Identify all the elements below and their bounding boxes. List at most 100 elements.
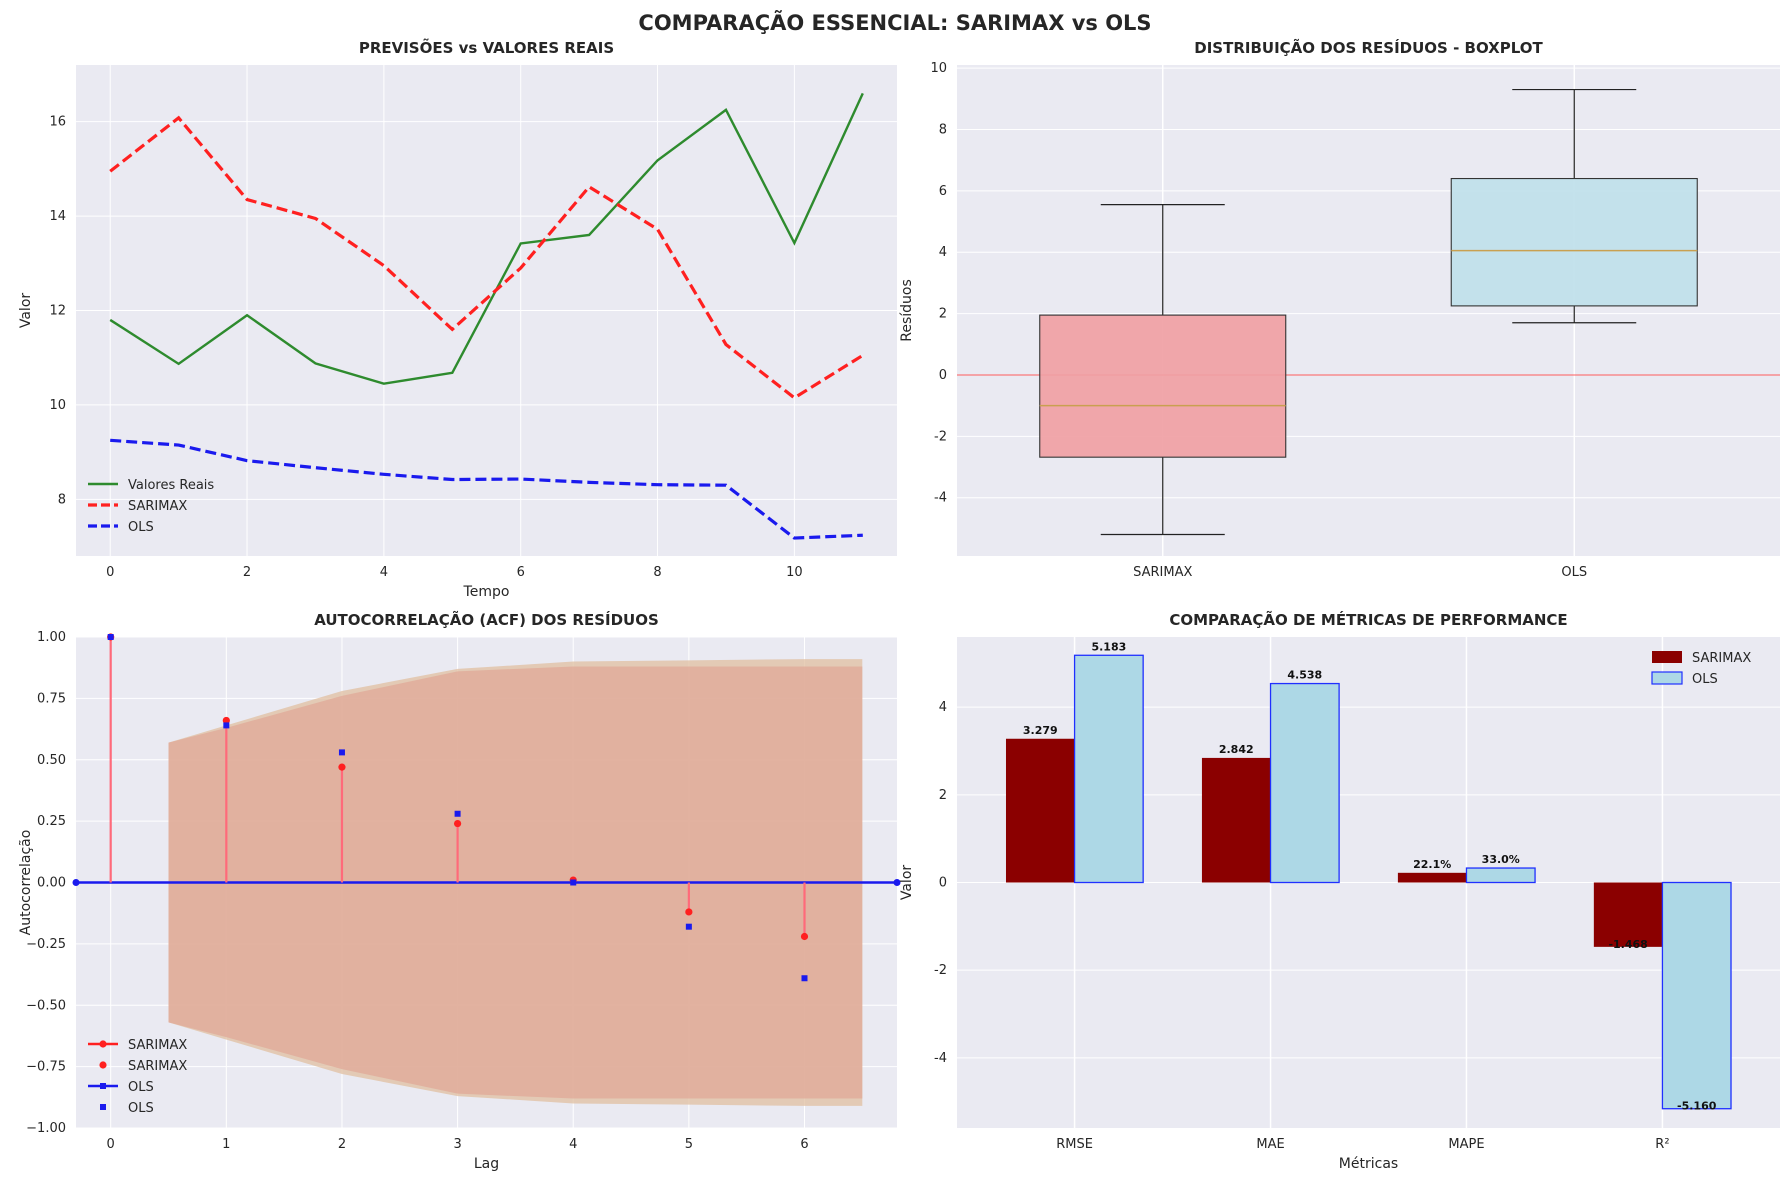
x-tick-label: 2 xyxy=(243,565,251,580)
acf-point-ols xyxy=(801,975,808,982)
y-axis-label: Resíduos xyxy=(899,279,915,342)
bar-ols xyxy=(1073,654,1144,884)
plot-area xyxy=(957,65,1780,556)
series-line-sarimax xyxy=(109,115,864,400)
legend-swatch-marker xyxy=(99,1040,107,1048)
legend-label: OLS xyxy=(1692,672,1718,687)
x-tick-label: 0 xyxy=(107,1137,115,1152)
acf-point-ols xyxy=(338,749,345,756)
figure-title: COMPARAÇÃO ESSENCIAL: SARIMAX vs OLS xyxy=(638,10,1151,35)
legend-swatch xyxy=(1651,671,1683,685)
x-tick-label: 4 xyxy=(569,1137,577,1152)
y-tick-label: 8 xyxy=(58,492,66,507)
bar-value-label: 33.0% xyxy=(1482,853,1520,866)
legend-label: SARIMAX xyxy=(128,1038,187,1053)
y-axis-label: Valor xyxy=(899,865,915,901)
y-tick-label: 4 xyxy=(939,700,947,715)
x-tick-label: 5 xyxy=(685,1137,693,1152)
legend-swatch-marker xyxy=(99,1061,107,1069)
x-tick-label: 8 xyxy=(653,565,661,580)
legend-label: SARIMAX xyxy=(128,1059,187,1074)
x-tick-label: 6 xyxy=(800,1137,808,1152)
y-tick-label: 4 xyxy=(939,245,947,260)
baseline-marker-end xyxy=(893,879,901,886)
box-ols xyxy=(1450,177,1698,307)
panel-title: COMPARAÇÃO DE MÉTRICAS DE PERFORMANCE xyxy=(1169,610,1567,629)
y-axis-label: Autocorrelação xyxy=(18,830,34,936)
y-tick-label: 8 xyxy=(939,122,947,137)
x-axis-label: Tempo xyxy=(463,584,510,600)
bar-sarimax xyxy=(1005,738,1075,883)
panel-title: AUTOCORRELAÇÃO (ACF) DOS RESÍDUOS xyxy=(314,610,659,629)
x-tick-label: 3 xyxy=(453,1137,461,1152)
y-tick-label: -2 xyxy=(934,429,947,444)
y-tick-label: 10 xyxy=(49,398,66,413)
acf-point-ols xyxy=(223,722,230,729)
y-tick-label: 12 xyxy=(49,304,66,319)
y-tick-label: 0 xyxy=(939,368,947,383)
acf-panel: AUTOCORRELAÇÃO (ACF) DOS RESÍDUOS Lag Auto… xyxy=(18,610,901,1172)
bar-value-label: -5.160 xyxy=(1677,1100,1717,1113)
y-tick-label: −0.25 xyxy=(26,937,66,952)
acf-point-sarimax xyxy=(453,819,462,828)
x-tick-label: MAPE xyxy=(1448,1137,1484,1152)
y-tick-label: 0.50 xyxy=(37,753,66,768)
bar-value-label: 5.183 xyxy=(1091,640,1126,653)
x-tick-label: RMSE xyxy=(1056,1137,1093,1152)
bar-ols xyxy=(1465,867,1536,884)
y-tick-label: 0 xyxy=(939,876,947,891)
x-tick-label: OLS xyxy=(1561,565,1587,580)
x-tick-label: MAE xyxy=(1256,1137,1284,1152)
x-tick-label: 10 xyxy=(786,565,803,580)
x-tick-label: 4 xyxy=(380,565,388,580)
acf-point-ols xyxy=(107,634,114,640)
legend-swatch-marker xyxy=(100,1083,106,1089)
bar-ols xyxy=(1661,881,1732,1110)
legend-swatch xyxy=(1652,651,1682,663)
y-tick-label: 14 xyxy=(49,209,66,224)
bar-value-label: 3.279 xyxy=(1023,724,1058,737)
bar-sarimax xyxy=(1397,872,1467,883)
bar-value-label: 22.1% xyxy=(1413,858,1451,871)
y-axis-label: Valor xyxy=(18,293,34,329)
bar-value-label: 2.842 xyxy=(1219,743,1254,756)
y-tick-label: −1.00 xyxy=(26,1121,66,1136)
y-tick-label: 16 xyxy=(49,115,66,130)
acf-point-ols xyxy=(685,923,692,930)
box-sarimax xyxy=(1039,314,1287,458)
acf-point-ols xyxy=(454,810,461,817)
legend-label: OLS xyxy=(128,520,154,535)
bar-ols xyxy=(1269,682,1340,884)
x-tick-label: 1 xyxy=(222,1137,230,1152)
y-tick-label: -2 xyxy=(934,963,947,978)
series-line-ols xyxy=(110,438,863,540)
legend-label: OLS xyxy=(128,1101,154,1116)
y-tick-label: 0.75 xyxy=(37,691,66,706)
bar-sarimax xyxy=(1201,757,1271,883)
panel-title: DISTRIBUIÇÃO DOS RESÍDUOS - BOXPLOT xyxy=(1194,38,1543,57)
x-tick-label: 2 xyxy=(338,1137,346,1152)
y-tick-label: 2 xyxy=(939,788,947,803)
legend-label: SARIMAX xyxy=(128,499,187,514)
legend-label: SARIMAX xyxy=(1692,651,1751,666)
x-axis-label: Lag xyxy=(474,1156,499,1172)
baseline-marker-start xyxy=(72,879,80,886)
x-tick-label: 6 xyxy=(517,565,525,580)
bar-sarimax xyxy=(1593,882,1663,947)
acf-point-sarimax xyxy=(800,932,809,941)
forecast-panel: PREVISÕES vs VALORES REAIS Tempo Valor 8 10 1… xyxy=(18,38,897,600)
panel-title: PREVISÕES vs VALORES REAIS xyxy=(359,38,614,57)
y-tick-label: −0.50 xyxy=(26,998,66,1013)
y-tick-label: 2 xyxy=(939,307,947,322)
acf-point-sarimax xyxy=(338,763,346,771)
x-axis-label: Métricas xyxy=(1339,1156,1398,1172)
legend-swatch-marker xyxy=(100,1104,106,1110)
bar-value-label: 4.538 xyxy=(1287,669,1322,682)
series-line-valores-reais xyxy=(109,92,864,385)
bar-value-label: -1.468 xyxy=(1608,938,1647,951)
acf-point-sarimax xyxy=(222,716,230,725)
boxplot-panel: DISTRIBUIÇÃO DOS RESÍDUOS - BOXPLOT Resíd… xyxy=(899,38,1780,580)
y-tick-label: 6 xyxy=(939,184,947,199)
metrics-panel: COMPARAÇÃO DE MÉTRICAS DE PERFORMANCE Mét… xyxy=(899,610,1780,1172)
